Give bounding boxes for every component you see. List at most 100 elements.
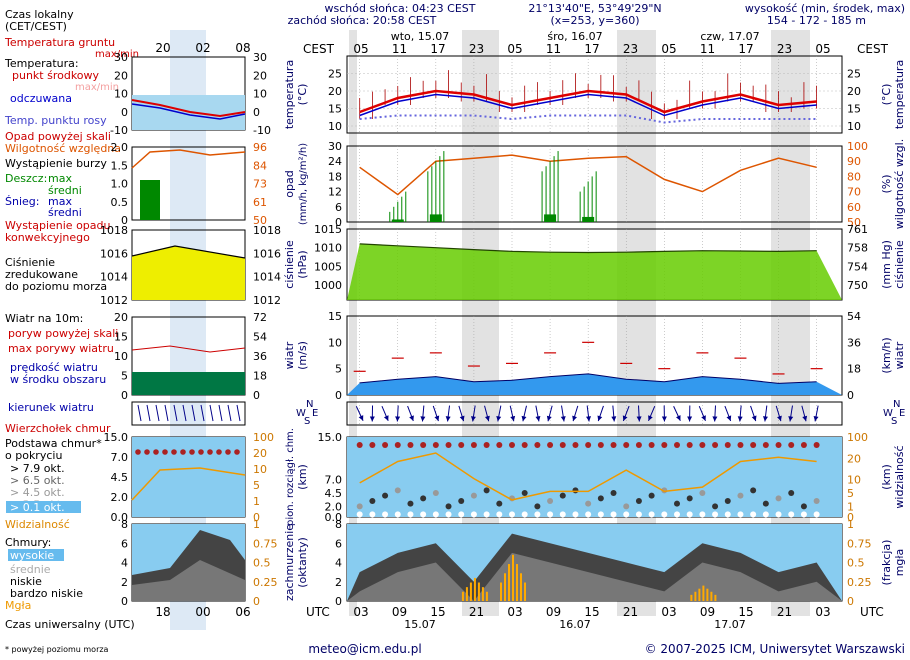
legend-feels-like: odczuwana — [10, 92, 72, 105]
cloud-base-dot — [394, 487, 401, 494]
cloud-base-dot — [496, 500, 503, 507]
legend-cloud-top-dot — [234, 449, 240, 455]
vis-axis-unit: (km) — [880, 464, 893, 490]
legend-pressure-area — [132, 246, 245, 300]
cloud-top-dot — [534, 442, 541, 448]
legend-tick-right: 96 — [253, 141, 267, 154]
cloud-top-dot — [470, 442, 477, 448]
legend-tick-right: 36 — [253, 350, 267, 363]
precip-axis-title: opad — [283, 170, 296, 197]
cest-label-right: CEST — [857, 42, 889, 56]
cloud-base-dot — [762, 500, 769, 507]
temp-series-2 — [359, 114, 817, 124]
legend-tick-left: 4.5 — [111, 471, 129, 484]
cloud-base-dot — [356, 503, 363, 510]
hour-utc-label: 21 — [623, 605, 638, 619]
legend-snow-max: max — [48, 195, 72, 208]
cloud-tick: 2.0 — [325, 500, 343, 513]
vis-axis-title: widzialność — [893, 445, 906, 508]
legend-wind-arrow — [164, 404, 169, 422]
fog-bar — [714, 594, 717, 601]
fog-bar — [461, 591, 464, 601]
legend-tick-left: 10 — [114, 88, 128, 101]
wind-arrow — [445, 405, 451, 422]
cloud-bg — [347, 437, 842, 517]
cloud-base-dot — [534, 503, 541, 510]
legend-max-min: max/min — [75, 82, 119, 93]
temp-tick-right: 15 — [847, 103, 861, 116]
coords-text: 21°13'40"E, 53°49'29"N — [528, 2, 661, 15]
temp-tick-left: 25 — [328, 68, 342, 81]
legend-tick-left: 20 — [114, 69, 128, 82]
legend-wind-speed2: w środku obszaru — [10, 373, 106, 386]
vis-tick: 10 — [847, 474, 861, 487]
day-label-top: wto, 15.07 — [391, 30, 450, 43]
legend-tick-right: 10 — [253, 463, 267, 476]
legend-tick-left: -10 — [110, 124, 128, 137]
wind-arrow-head — [484, 415, 490, 422]
wind-arrow-head — [434, 415, 440, 422]
legend-panel-frame — [131, 146, 246, 221]
precip-tick: 6 — [335, 201, 342, 214]
vis-tick: 20 — [847, 452, 861, 465]
legend-tick-right: 0 — [253, 106, 260, 119]
cloud-top-dot — [585, 442, 592, 448]
cloud-base-dot-low — [394, 511, 401, 518]
legend-top-hour: 02 — [195, 41, 210, 55]
wind-kmh-tick: 0 — [847, 389, 854, 402]
legend-snow: Śnieg: — [5, 195, 39, 208]
legend-tick-left: 20 — [114, 311, 128, 324]
utc-label-right: UTC — [860, 605, 884, 619]
legend-cloud-top-dot — [153, 449, 159, 455]
legend-wind-arrow — [209, 404, 214, 422]
legend-snow-mid: średni — [48, 206, 82, 219]
wind-arrow-head — [751, 415, 757, 422]
wind-arrow — [355, 406, 364, 421]
pressure-mmhg-tick: 761 — [847, 223, 868, 236]
cloud-base-dot — [788, 490, 795, 496]
legend-wind-arrow — [155, 404, 160, 422]
legend-feels-line — [131, 103, 246, 120]
cloud-tick: 4.5 — [325, 487, 343, 500]
cloud-top-dot — [445, 442, 452, 448]
legend-tick-left: 0.5 — [111, 196, 129, 209]
cloud-base-dot — [674, 500, 680, 507]
wind-arrow-head — [622, 415, 628, 421]
legend-tick-left: 7.0 — [111, 451, 129, 464]
wind-tick: 5 — [335, 363, 342, 376]
cloud-base-dot-low — [712, 511, 719, 518]
legend-low: niskie — [10, 575, 42, 588]
cloud-top-dot — [458, 442, 465, 448]
legend-very-low: bardzo niskie — [10, 587, 83, 600]
wind-arrow-head — [788, 416, 794, 422]
legend-tick-right: 18 — [253, 370, 267, 383]
hour-cest-label: 05 — [661, 42, 676, 56]
day-label-top: czw, 17.07 — [700, 30, 759, 43]
precip-axis-unit: (mm/h, kg/m²/h) — [298, 143, 309, 225]
height-values: 154 - 172 - 185 m — [767, 14, 866, 27]
wind-arrow — [381, 405, 389, 422]
cloud-base-dot-low — [648, 511, 655, 518]
hour-utc-label: 15 — [584, 605, 599, 619]
wind-arrow — [395, 405, 401, 422]
wind-kmh-tick: 54 — [847, 310, 861, 323]
legend-precip-above: Opad powyżej skali — [5, 130, 111, 143]
cloud-base-dot-low — [534, 511, 541, 518]
wind-arrow — [611, 405, 617, 422]
wind-arrow-head — [409, 415, 414, 421]
cloud-top-dot — [382, 442, 389, 448]
pressure-tick: 1015 — [314, 223, 342, 236]
hour-cest-label: 05 — [815, 42, 830, 56]
pressure-mmhg-tick: 754 — [847, 260, 868, 273]
compass-w: W — [883, 408, 893, 419]
legend-cloud-top-dot — [198, 449, 204, 455]
compass-e: E — [899, 408, 905, 419]
wind-kmh-tick: 18 — [847, 363, 861, 376]
footer-email[interactable]: meteo@icm.edu.pl — [308, 642, 421, 656]
temp-axis-unit: (°C) — [296, 84, 309, 106]
wind-kmh-tick: 36 — [847, 336, 861, 349]
hour-utc-label: 03 — [661, 605, 676, 619]
legend-tick-right: 1012 — [253, 294, 281, 307]
cloud-base-dot-low — [686, 511, 693, 518]
cloud-base-dot-low — [661, 511, 668, 518]
